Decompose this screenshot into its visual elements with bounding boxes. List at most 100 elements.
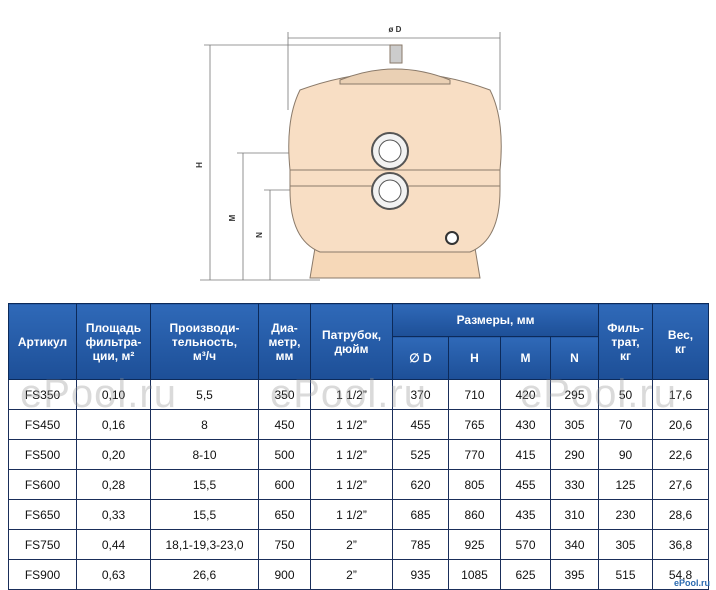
table-cell: 1 1/2”: [310, 409, 393, 440]
header-text: трат,: [611, 334, 640, 349]
dimension-lines: [200, 32, 501, 281]
table-cell: 70: [598, 409, 654, 440]
table-cell: 18,1-19,3-23,0: [150, 529, 259, 560]
spec-table: Артикул Площадь фильтра-ции, м² Производи-т…: [8, 303, 710, 590]
table-cell: 0,10: [76, 379, 151, 410]
table-cell: 0,33: [76, 499, 151, 530]
table-cell: 15,5: [150, 469, 259, 500]
table-cell: 5,5: [150, 379, 259, 410]
label-n: N: [255, 232, 264, 238]
table-cell: 15,5: [150, 499, 259, 530]
table-cell: 770: [448, 439, 501, 470]
logo: ePool.ru: [673, 578, 710, 588]
table-cell: 8-10: [150, 439, 259, 470]
header-cell: Патрубок, дюйм: [310, 303, 393, 380]
table-cell: 28,6: [652, 499, 710, 530]
table-cell: 90: [598, 439, 654, 470]
table-cell: 620: [392, 469, 449, 500]
header-cell: Артикул: [8, 303, 77, 380]
table-cell: 430: [500, 409, 551, 440]
subheader-cell: N: [549, 336, 600, 380]
header-text: Размеры, мм: [456, 313, 535, 327]
table-cell: 525: [392, 439, 449, 470]
label-d: ø D: [389, 25, 402, 34]
header-cell: Диа-метр, мм: [258, 303, 311, 380]
table-cell: 0,44: [76, 529, 151, 560]
header-text: Площадь: [85, 320, 142, 335]
table-row: FS600 0,28 15,5 600 1 1/2” 620 805 455 330 125 27,…: [8, 469, 710, 500]
table-cell: 625: [500, 559, 551, 590]
table-cell: 310: [549, 499, 600, 530]
label-m: M: [228, 214, 237, 221]
table-cell: 785: [392, 529, 449, 560]
table-cell: 1 1/2”: [310, 469, 393, 500]
table-cell: 230: [598, 499, 654, 530]
table-cell: 370: [392, 379, 449, 410]
header-text: Филь-: [607, 320, 644, 335]
table-cell: FS650: [8, 499, 77, 530]
table-cell: 395: [549, 559, 600, 590]
table-cell: FS450: [8, 409, 77, 440]
table-cell: 17,6: [652, 379, 710, 410]
tank: [288, 44, 502, 279]
table-row: FS500 0,20 8-10 500 1 1/2” 525 770 415 290 90 22,6: [8, 439, 710, 470]
table-cell: 710: [448, 379, 501, 410]
table-cell: 415: [500, 439, 551, 470]
header-text: Производи-: [169, 320, 240, 335]
table-cell: 26,6: [150, 559, 259, 590]
table-cell: 2”: [310, 559, 393, 590]
header-text: ции, м²: [92, 348, 135, 363]
table-cell: 435: [500, 499, 551, 530]
table-cell: 455: [392, 409, 449, 440]
table-cell: 1085: [448, 559, 501, 590]
header-text: Патрубок,: [321, 327, 382, 342]
header-text: кг: [620, 348, 632, 363]
table-cell: 330: [549, 469, 600, 500]
table-row: FS650 0,33 15,5 650 1 1/2” 685 860 435 310 230 28,…: [8, 499, 710, 530]
table-cell: 50: [598, 379, 654, 410]
table-cell: 935: [392, 559, 449, 590]
table-cell: 900: [258, 559, 311, 590]
table-cell: 1 1/2”: [310, 439, 393, 470]
header-text: дюйм: [334, 341, 369, 356]
subheader-cell: H: [448, 336, 501, 380]
header-row: Артикул Площадь фильтра-ции, м² Производи-т…: [8, 303, 710, 380]
table-cell: 54,8: [652, 559, 710, 590]
table-cell: 125: [598, 469, 654, 500]
table-cell: 27,6: [652, 469, 710, 500]
table-cell: 36,8: [652, 529, 710, 560]
header-text: Вес,: [667, 327, 694, 342]
table-cell: FS600: [8, 469, 77, 500]
header-text: тельность,: [171, 334, 238, 349]
header-text: фильтра-: [85, 334, 142, 349]
table-cell: 860: [448, 499, 501, 530]
table-cell: 685: [392, 499, 449, 530]
table-cell: 925: [448, 529, 501, 560]
table-cell: 600: [258, 469, 311, 500]
table-cell: 0,28: [76, 469, 151, 500]
table-cell: 570: [500, 529, 551, 560]
table-row: FS900 0,63 26,6 900 2” 935 1085 625 395 515 54,8: [8, 559, 710, 590]
table-cell: 340: [549, 529, 600, 560]
table-cell: 650: [258, 499, 311, 530]
table-cell: 290: [549, 439, 600, 470]
label-h: H: [195, 162, 204, 168]
header-text: м³/ч: [192, 348, 217, 363]
header-text: мм: [275, 348, 294, 363]
table-cell: 0,63: [76, 559, 151, 590]
table-cell: 420: [500, 379, 551, 410]
header-cell: Филь-трат, кг: [598, 303, 654, 380]
table-cell: 515: [598, 559, 654, 590]
table-cell: FS500: [8, 439, 77, 470]
table-cell: 1 1/2”: [310, 499, 393, 530]
subheader-cell: M: [500, 336, 551, 380]
table-cell: 8: [150, 409, 259, 440]
header-text: Артикул: [17, 334, 68, 349]
table-cell: 455: [500, 469, 551, 500]
table-cell: 2”: [310, 529, 393, 560]
table-cell: 350: [258, 379, 311, 410]
table-cell: FS350: [8, 379, 77, 410]
table-row: FS350 0,10 5,5 350 1 1/2” 370 710 420 295 50 17,6: [8, 379, 710, 410]
